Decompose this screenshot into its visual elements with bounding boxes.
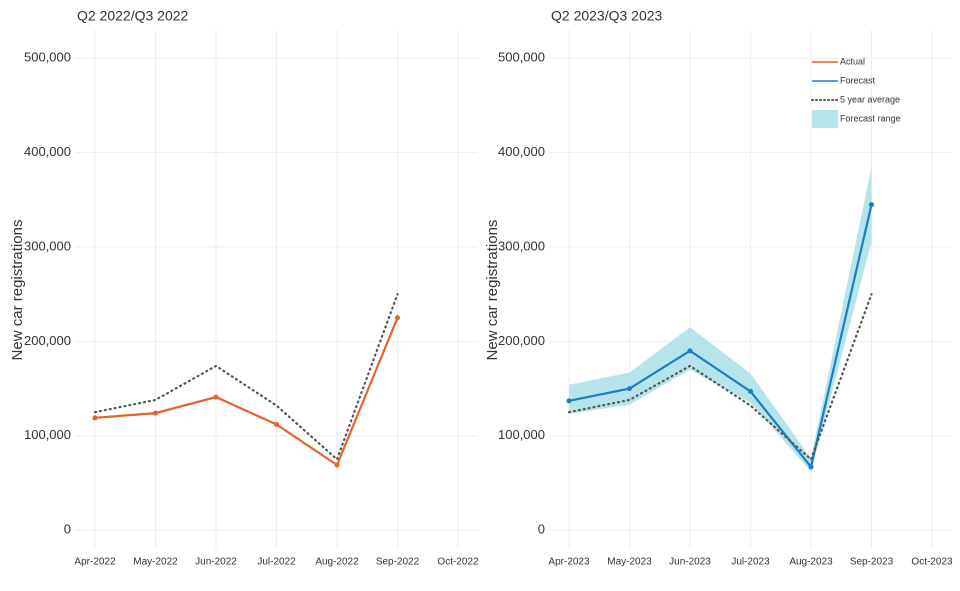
point — [334, 462, 340, 468]
point — [566, 398, 572, 404]
chart-title: Q2 2022/Q3 2022 — [77, 8, 189, 24]
chart-title: Q2 2023/Q3 2023 — [551, 8, 663, 24]
y-tick-label: 500,000 — [498, 50, 545, 65]
legend-label: Forecast range — [840, 113, 901, 123]
point — [92, 415, 98, 421]
y-tick-label: 100,000 — [498, 427, 545, 442]
series-line — [567, 293, 873, 462]
x-tick-label: Oct-2022 — [437, 557, 479, 568]
y-tick-label: 200,000 — [498, 333, 545, 348]
point — [213, 394, 219, 400]
y-tick-label: 300,000 — [24, 238, 71, 253]
y-tick-label: 400,000 — [24, 144, 71, 159]
series-line — [93, 293, 399, 462]
x-tick-label: Sep-2022 — [376, 557, 420, 568]
y-tick-label: 200,000 — [24, 333, 71, 348]
y-tick-label: 500,000 — [24, 50, 71, 65]
y-tick-label: 0 — [538, 522, 545, 537]
x-tick-label: Aug-2023 — [789, 557, 833, 568]
point — [395, 315, 400, 321]
y-tick-label: 300,000 — [498, 238, 545, 253]
forecast-range — [569, 166, 872, 472]
point — [808, 464, 814, 470]
point — [687, 348, 693, 354]
x-tick-label: Apr-2023 — [548, 557, 590, 568]
x-tick-label: Jul-2023 — [731, 557, 770, 568]
x-tick-label: Oct-2023 — [911, 557, 953, 568]
legend-label: Forecast — [840, 75, 876, 85]
point — [274, 421, 279, 427]
y-tick-label: 100,000 — [24, 427, 71, 442]
x-tick-label: Aug-2022 — [315, 557, 359, 568]
point — [153, 410, 158, 416]
x-tick-label: Sep-2023 — [850, 557, 894, 568]
x-tick-label: May-2022 — [133, 557, 178, 568]
x-tick-label: Jun-2023 — [669, 557, 711, 568]
y-axis-title: New car registrations — [484, 220, 501, 361]
point — [748, 388, 753, 394]
x-tick-label: May-2023 — [607, 557, 652, 568]
y-tick-label: 400,000 — [498, 144, 545, 159]
x-tick-label: Apr-2022 — [74, 557, 116, 568]
series-line — [568, 204, 873, 470]
point — [869, 202, 874, 208]
y-tick-label: 0 — [64, 522, 71, 537]
x-tick-label: Jun-2022 — [195, 557, 237, 568]
legend-label: Actual — [840, 56, 865, 66]
y-axis-title: New car registrations — [9, 220, 26, 361]
point — [627, 386, 632, 392]
legend-swatch — [812, 110, 838, 128]
series-line — [94, 317, 399, 467]
x-tick-label: Jul-2022 — [257, 557, 296, 568]
legend-label: 5 year average — [840, 94, 900, 104]
